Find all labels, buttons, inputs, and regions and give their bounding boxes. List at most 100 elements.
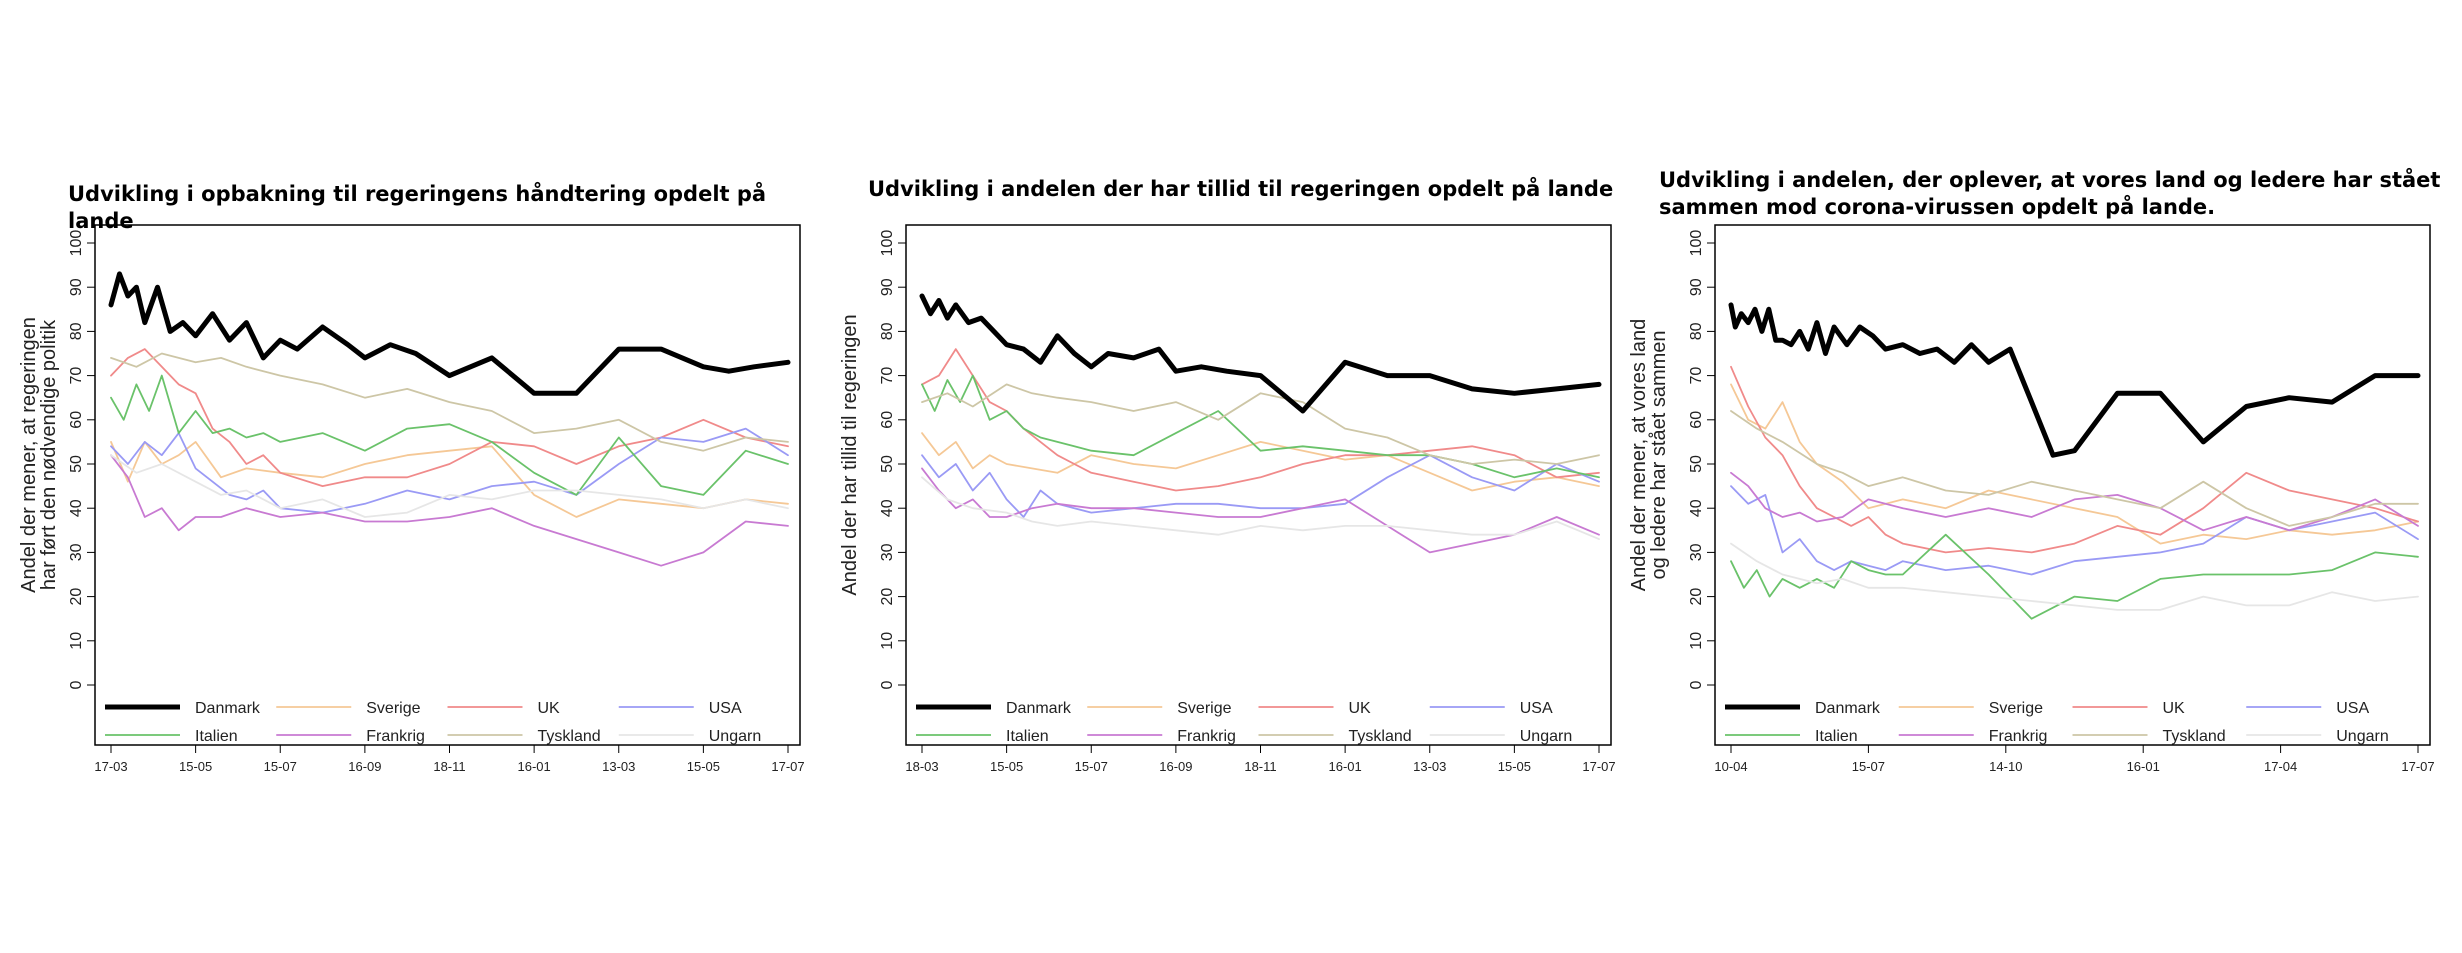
x-tick-label: 16-01	[518, 759, 551, 774]
y-tick-label: 90	[879, 278, 896, 296]
x-tick-label: 16-01	[2127, 759, 2160, 774]
x-tick-label: 15-05	[687, 759, 720, 774]
series-line-tyskland	[1730, 410, 2419, 527]
y-tick-label: 30	[68, 543, 85, 561]
x-tick-label: 17-03	[94, 759, 127, 774]
series-line-danmark	[1728, 302, 2421, 458]
x-tick-label: 15-07	[1852, 759, 1885, 774]
y-tick-label: 30	[879, 543, 896, 561]
series-line-italien	[110, 374, 789, 496]
y-axis-label: har ført den nødvendige politik	[38, 319, 60, 590]
y-axis-label: Andel der mener, at regeringen	[18, 317, 40, 593]
chart-title-tillid: Udvikling i andelen der har tillid til r…	[868, 177, 1614, 201]
legend-label-usa: USA	[2336, 700, 2369, 717]
legend-label-usa: USA	[709, 700, 742, 717]
chart-title-staet-sammen: Udvikling i andelen, der oplever, at vor…	[1659, 168, 2441, 219]
y-tick-label: 10	[68, 632, 85, 650]
y-axis-label: Andel der har tillid til regeringen	[839, 314, 861, 595]
y-tick-label: 10	[879, 632, 896, 650]
legend-label-ungarn: Ungarn	[709, 728, 761, 745]
y-tick-label: 50	[879, 455, 896, 473]
y-tick-label: 70	[879, 367, 896, 385]
x-tick-label: 17-07	[1582, 759, 1615, 774]
series-line-usa	[110, 427, 789, 514]
x-tick-label: 15-07	[264, 759, 297, 774]
legend-label-tyskland: Tyskland	[2163, 728, 2226, 745]
y-tick-label: 90	[68, 278, 85, 296]
x-tick-label: 17-04	[2264, 759, 2297, 774]
legend-label-sverige: Sverige	[1989, 700, 2043, 717]
y-tick-label: 40	[68, 499, 85, 517]
legend-label-ungarn: Ungarn	[1520, 728, 1572, 745]
series-line-sverige	[921, 432, 1600, 492]
series-line-frankrig	[921, 467, 1600, 554]
series-line-usa	[921, 454, 1600, 518]
plot-frame	[1714, 224, 2431, 746]
legend-label-tyskland: Tyskland	[538, 728, 601, 745]
y-tick-label: 30	[1688, 543, 1705, 561]
x-tick-label: 15-07	[1075, 759, 1108, 774]
y-tick-label: 90	[1688, 278, 1705, 296]
legend-label-sverige: Sverige	[1177, 700, 1231, 717]
legend-label-uk: UK	[538, 700, 561, 717]
x-tick-label: 18-11	[1244, 759, 1276, 774]
y-axis-label: Andel der mener, at vores land	[1628, 319, 1650, 591]
y-tick-label: 60	[68, 411, 85, 429]
x-tick-label: 18-03	[905, 759, 938, 774]
series-line-uk	[1730, 365, 2419, 554]
series-line-frankrig	[1730, 471, 2419, 532]
plot-frame	[94, 224, 801, 746]
series-line-frankrig	[110, 454, 789, 567]
chart-opbakning: 0 10 20 30 40 50 60 70 80 90 100 17-03 15-05 15-07 16-…	[18, 224, 805, 774]
legend-label-italien: Italien	[195, 728, 238, 745]
y-tick-label: 60	[1688, 411, 1705, 429]
legend-label-sverige: Sverige	[366, 700, 420, 717]
y-tick-label: 50	[1688, 455, 1705, 473]
y-tick-label: 20	[879, 588, 896, 606]
x-tick-label: 13-03	[602, 759, 635, 774]
legend-label-frankrig: Frankrig	[1177, 728, 1236, 745]
y-tick-label: 50	[68, 455, 85, 473]
y-tick-label: 100	[68, 230, 85, 257]
series-line-danmark	[919, 293, 1602, 414]
x-tick-label: 13-03	[1413, 759, 1446, 774]
chart-tillid: 0 10 20 30 40 50 60 70 80 90 100 18-03 15-05 15-07 16-…	[839, 224, 1616, 774]
y-tick-label: 70	[68, 367, 85, 385]
y-tick-label: 10	[1688, 632, 1705, 650]
x-tick-label: 17-07	[2401, 759, 2434, 774]
legend-label-frankrig: Frankrig	[366, 728, 425, 745]
series-line-tyskland	[110, 352, 789, 452]
y-tick-label: 0	[68, 680, 85, 689]
chart-title-opbakning: Udvikling i opbakning til regeringens hå…	[68, 182, 767, 233]
y-tick-label: 0	[1688, 680, 1705, 689]
legend-label-frankrig: Frankrig	[1989, 728, 2048, 745]
y-tick-label: 0	[879, 680, 896, 689]
legend-label-italien: Italien	[1006, 728, 1049, 745]
x-tick-label: 15-05	[179, 759, 212, 774]
y-axis-label: og ledere har stået sammen	[1648, 330, 1670, 579]
x-tick-label: 14-10	[1989, 759, 2022, 774]
y-tick-label: 60	[879, 411, 896, 429]
legend-label-uk: UK	[2163, 700, 2186, 717]
y-tick-label: 100	[1688, 230, 1705, 257]
series-line-sverige	[110, 440, 789, 518]
y-tick-label: 70	[1688, 367, 1705, 385]
series-line-uk	[110, 348, 789, 488]
y-tick-label: 80	[879, 322, 896, 340]
y-tick-label: 20	[1688, 588, 1705, 606]
x-tick-label: 18-11	[433, 759, 465, 774]
chart-staet-sammen: 0 10 20 30 40 50 60 70 80 90 100 10-04 15-07 14-10 16-…	[1628, 224, 2435, 774]
y-tick-label: 40	[1688, 499, 1705, 517]
x-tick-label: 16-09	[1159, 759, 1192, 774]
legend-label-italien: Italien	[1815, 728, 1858, 745]
y-tick-label: 80	[1688, 322, 1705, 340]
series-line-sverige	[1730, 383, 2419, 545]
x-tick-label: 15-05	[990, 759, 1023, 774]
x-tick-label: 17-07	[771, 759, 804, 774]
x-tick-label: 16-09	[348, 759, 381, 774]
y-tick-label: 20	[68, 588, 85, 606]
x-tick-label: 16-01	[1329, 759, 1362, 774]
y-tick-label: 40	[879, 499, 896, 517]
series-line-ungarn	[921, 476, 1600, 541]
series-line-ungarn	[110, 454, 789, 518]
